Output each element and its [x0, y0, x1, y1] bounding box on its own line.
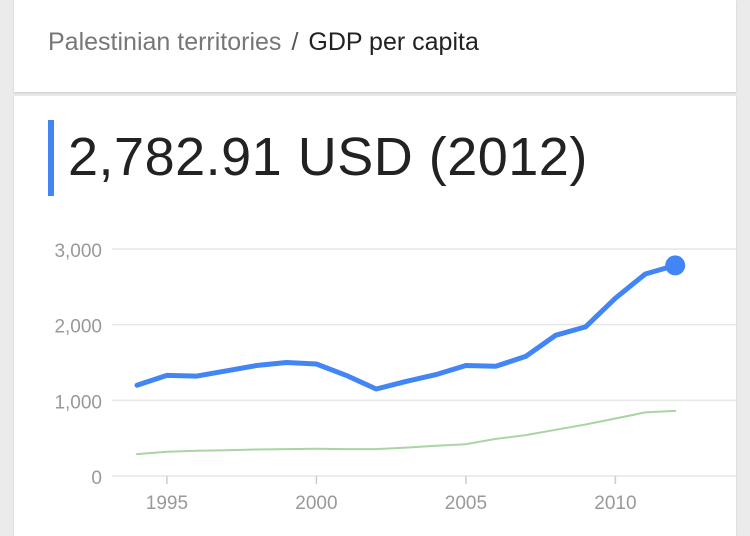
x-tick-label: 1995 — [146, 493, 188, 514]
comparison-series-line — [137, 411, 675, 454]
y-tick-label: 0 — [91, 468, 102, 489]
y-axis-ticks: 0 1,000 2,000 3,000 — [54, 241, 102, 489]
x-axis-ticks: 1995 2000 2005 2010 — [146, 476, 637, 514]
y-tick-label: 2,000 — [54, 317, 102, 338]
x-tick-label: 2005 — [445, 493, 487, 514]
x-tick-label: 2000 — [295, 493, 337, 514]
grid-lines — [112, 249, 736, 476]
gdp-line-chart[interactable]: 0 1,000 2,000 3,000 1995 2000 2005 2010 — [0, 0, 750, 522]
y-tick-label: 3,000 — [54, 241, 102, 262]
latest-value-marker[interactable] — [665, 255, 685, 275]
primary-series-line — [137, 265, 675, 389]
y-tick-label: 1,000 — [54, 392, 102, 413]
x-tick-label: 2010 — [594, 493, 636, 514]
series-lines — [137, 255, 685, 454]
